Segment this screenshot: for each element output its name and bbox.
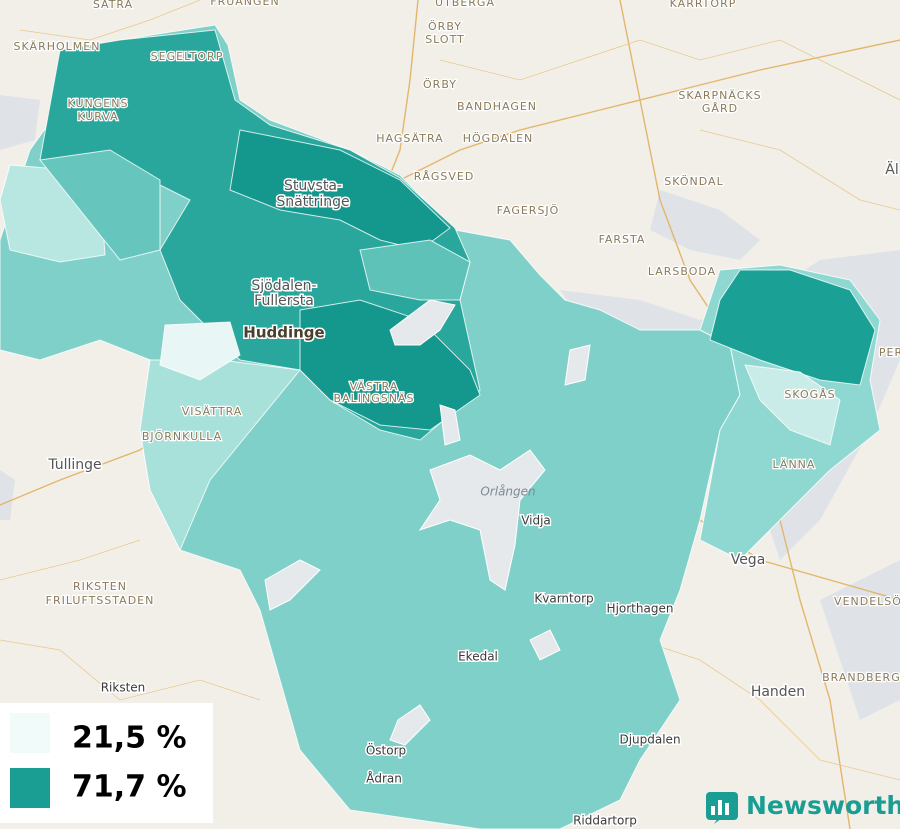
- place-label: BRANDBERGEN: [822, 671, 900, 684]
- place-label: HÖGDALEN: [463, 132, 534, 145]
- legend: 21,5 % 71,7 %: [0, 703, 213, 823]
- place-label: Handen: [751, 684, 805, 700]
- place-label: Stuvsta-: [284, 178, 342, 194]
- place-label: Djupdalen: [619, 733, 680, 747]
- place-label: PER: [879, 346, 900, 359]
- place-label: LÄNNA: [773, 458, 816, 471]
- place-label: HAGSÄTRA: [376, 132, 443, 145]
- place-label: Vega: [731, 552, 766, 568]
- place-label: KURVA: [77, 110, 118, 123]
- place-label: Ekedal: [458, 650, 498, 664]
- brand-logo: Newsworthy: [706, 791, 900, 824]
- place-label: Vidja: [521, 514, 551, 528]
- lake-label: Orlången: [480, 485, 535, 499]
- place-label: RIKSTEN: [73, 580, 127, 593]
- place-label: SKÖNDAL: [664, 175, 723, 188]
- place-label: Äl: [885, 160, 898, 178]
- choropleth: [0, 24, 881, 829]
- legend-label: 21,5 %: [72, 721, 187, 756]
- place-label: FARSTA: [599, 233, 646, 246]
- place-label: KARRTORP: [670, 0, 737, 10]
- place-label: RÅGSVED: [414, 170, 475, 183]
- place-label: FRUÄNGEN: [210, 0, 279, 8]
- place-label: Fullersta: [254, 293, 314, 309]
- brand-name: Newsworthy: [746, 791, 900, 820]
- place-label: Östorp: [366, 742, 406, 758]
- legend-swatch: [10, 713, 50, 753]
- legend-swatch: [10, 768, 50, 808]
- place-labels: SÄTRA FRUÄNGEN UTBERGA KARRTORP SKÄRHOLM…: [12, 0, 900, 829]
- place-label: KUNGENS: [68, 97, 129, 110]
- legend-label: 71,7 %: [72, 770, 187, 805]
- place-label: Kvarntorp: [534, 592, 593, 606]
- place-label: SÄTRA: [93, 0, 133, 11]
- place-label: VÄSTRA: [350, 380, 399, 393]
- place-label: VISÄTTRA: [182, 405, 243, 418]
- lakes: [264, 299, 591, 746]
- place-label: Ådran: [366, 771, 402, 786]
- place-label: FAGERSJÖ: [497, 204, 560, 217]
- place-label: Snättringe: [276, 194, 349, 210]
- place-label: BANDHAGEN: [457, 100, 537, 113]
- place-label: LARSBODA: [648, 265, 716, 278]
- place-label: ÖRBY: [423, 78, 457, 91]
- place-label: BALINGSNÄS: [334, 392, 415, 405]
- place-label: Huddinge: [243, 324, 324, 342]
- place-label: SLOTT: [425, 33, 465, 46]
- place-label: BJÖRNKULLA: [142, 430, 222, 443]
- place-label: UTBERGA: [435, 0, 495, 9]
- place-label: SKOGÅS: [784, 388, 835, 401]
- place-label: FRILUFTSSTADEN: [46, 594, 155, 607]
- place-label: Sjödalen-: [251, 278, 316, 294]
- place-label: ÖRBY: [428, 20, 462, 33]
- place-label: VENDELSÖ: [834, 595, 900, 608]
- place-label: Riddartorp: [573, 814, 637, 828]
- place-label: Riksten: [101, 681, 146, 695]
- place-label: GÅRD: [702, 102, 738, 115]
- place-label: SKARPNÄCKS: [678, 89, 761, 102]
- place-label: Hjorthagen: [607, 602, 674, 616]
- place-label: SEGELTORP: [151, 50, 224, 63]
- place-label: SKÄRHOLMEN: [14, 40, 101, 53]
- place-label: Tullinge: [47, 457, 101, 473]
